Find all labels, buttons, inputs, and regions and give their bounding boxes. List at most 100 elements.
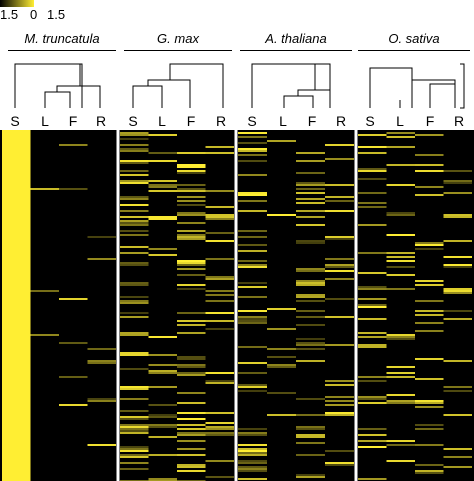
heatmap-column-l-3: [267, 140, 296, 416]
heatmap-cell: [177, 200, 206, 202]
heatmap-column-r-4: [443, 170, 472, 468]
heatmap-cell: [358, 380, 387, 382]
heatmap-cell: [120, 182, 149, 184]
heatmap-cell: [415, 134, 444, 136]
heatmap-cell: [148, 404, 177, 406]
heatmap-cell: [325, 404, 354, 406]
heatmap-cell: [325, 270, 354, 272]
heatmap-cell: [120, 174, 149, 176]
heatmap-column-r-1: [87, 236, 116, 446]
heatmap-cell: [386, 184, 415, 186]
heatmap-cell: [296, 160, 325, 162]
heatmap-cell: [205, 232, 234, 234]
heatmap-cell: [415, 300, 444, 302]
heatmap-cell: [205, 382, 234, 384]
heatmap-cell: [325, 200, 354, 202]
heatmap-cell: [325, 144, 354, 146]
heatmap-cell: [177, 356, 206, 358]
heatmap-cell: [120, 468, 149, 470]
heatmap-cell: [120, 410, 149, 412]
heatmap-cell: [148, 190, 177, 192]
heatmap-cell: [325, 316, 354, 318]
col-label-s-4: S: [365, 113, 375, 129]
heatmap-cell: [415, 164, 444, 166]
heatmap-cell: [120, 456, 149, 458]
col-label-r-4: R: [453, 113, 465, 129]
heatmap-cell: [205, 422, 234, 424]
heatmap-cell: [205, 258, 234, 260]
heatmap-cell: [120, 300, 149, 302]
col-label-r-2: R: [215, 113, 227, 129]
heatmap-cell: [59, 342, 88, 344]
heatmap-cell: [148, 372, 177, 374]
heatmap-cell: [415, 358, 444, 360]
heatmap-cell: [296, 216, 325, 218]
heatmap-cell: [415, 242, 444, 244]
heatmap-cell: [296, 280, 325, 282]
heatmap-column-f-2: [177, 152, 206, 481]
col-label-s-3: S: [247, 113, 257, 129]
heatmap-cell: [177, 412, 206, 414]
heatmap-cell: [120, 426, 149, 428]
heatmap-cell: [358, 272, 387, 274]
heatmap-cell: [120, 416, 149, 418]
heatmap-cell: [87, 236, 116, 238]
heatmap-cell: [205, 152, 234, 154]
heatmap-cell: [296, 294, 325, 296]
heatmap-cell: [238, 372, 267, 374]
heatmap-cell: [386, 376, 415, 378]
heatmap-cell: [358, 306, 387, 308]
heatmap-cell: [325, 462, 354, 464]
heatmap-cell: [443, 264, 472, 266]
heatmap-cell: [296, 316, 325, 318]
heatmap-cell: [30, 188, 59, 190]
heatmap-cell: [205, 206, 234, 208]
heatmap-cell: [148, 424, 177, 426]
heatmap-cell: [358, 168, 387, 170]
heatmap-cell: [120, 432, 149, 434]
heatmap-cell: [443, 266, 472, 268]
heatmap-cell: [443, 466, 472, 468]
heatmap-cell: [238, 286, 267, 288]
heatmap-cell: [296, 188, 325, 190]
heatmap-column-l-4: [386, 132, 415, 462]
heatmap-cell: [358, 178, 387, 180]
heatmap-cell: [296, 442, 325, 444]
heatmap-cell: [325, 278, 354, 280]
heatmap-cell: [238, 460, 267, 462]
heatmap-cell: [415, 284, 444, 286]
heatmap-cell: [120, 354, 149, 356]
heatmap-cell: [238, 448, 267, 450]
heatmap-panel-1: [2, 130, 116, 481]
heatmap-cell: [443, 240, 472, 242]
heatmap-cell: [386, 400, 415, 402]
heatmap-column-f-1: [59, 144, 88, 406]
heatmap-cell: [177, 166, 206, 168]
heatmap-cell: [238, 192, 267, 194]
heatmap-cell: [205, 372, 234, 374]
heatmap-cell: [358, 146, 387, 148]
heatmap-cell: [177, 212, 206, 214]
heatmap-cell: [238, 362, 267, 364]
heatmap-cell: [120, 230, 149, 232]
heatmap-cell: [177, 204, 206, 206]
heatmap-cell: [205, 276, 234, 278]
heatmap-cell: [296, 284, 325, 286]
heatmap-cell: [296, 300, 325, 302]
heatmap-cell: [415, 154, 444, 156]
heatmap-cell: [120, 332, 149, 334]
heatmap-cell: [296, 398, 325, 400]
heatmap-cell: [386, 288, 415, 290]
heatmap-cell: [148, 152, 177, 154]
heatmap-cell: [205, 380, 234, 382]
heatmap-cell: [87, 362, 116, 364]
heatmap-panel-3: [238, 132, 354, 480]
heatmap-cell: [386, 366, 415, 368]
heatmap-cell: [148, 354, 177, 356]
heatmap-cell: [87, 348, 116, 350]
heatmap-cell: [177, 466, 206, 468]
heatmap-cell: [238, 296, 267, 298]
heatmap-cell: [325, 380, 354, 382]
heatmap-cell: [386, 336, 415, 338]
heatmap-cell: [177, 152, 206, 154]
